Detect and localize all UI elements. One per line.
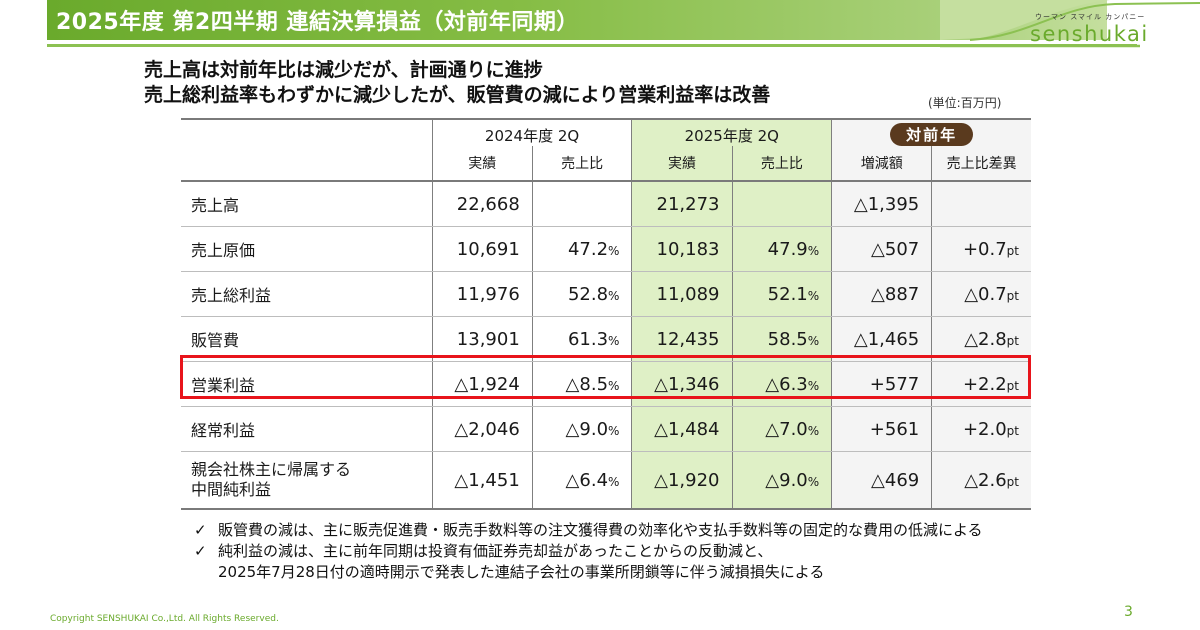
group-2025: 2025年度 2Q <box>631 118 832 146</box>
company-logo: senshukai <box>1030 22 1149 46</box>
row-label: 販管費 <box>181 316 433 362</box>
note-item: ✓ 販管費の減は、主に販売促進費・販売手数料等の注文獲得費の効率化や支払手数料等… <box>194 521 983 539</box>
row-label: 親会社株主に帰属する 中間純利益 <box>181 451 433 510</box>
table-row: 販管費 13,901 61.3% 12,435 58.5% △1,465 △2.… <box>181 316 1031 362</box>
notes: ✓ 販管費の減は、主に販売促進費・販売手数料等の注文獲得費の効率化や支払手数料等… <box>194 520 983 583</box>
row-label: 売上原価 <box>181 226 433 272</box>
col-2024-ratio: 売上比 <box>531 146 632 182</box>
income-statement-table: 2024年度 2Q 2025年度 2Q 対前年 実績 売上比 実績 売上比 増減… <box>181 118 1031 510</box>
col-diff: 増減額 <box>831 146 932 182</box>
col-2024-actual: 実績 <box>431 146 533 182</box>
checkmark-icon: ✓ <box>194 542 207 560</box>
table-row: 売上原価 10,691 47.2% 10,183 47.9% △507 +0.7… <box>181 226 1031 272</box>
page-title: 2025年度 第2四半期 連結決算損益（対前年同期） <box>56 10 579 35</box>
note-item: ✓ 純利益の減は、主に前年同期は投資有価証券売却益があったことからの反動減と、 2… <box>194 542 825 581</box>
group-2024: 2024年度 2Q <box>431 118 632 146</box>
unit-label: (単位:百万円) <box>928 96 1002 110</box>
headline-2: 売上総利益率もわずかに減少したが、販管費の減により営業利益率は改善 <box>144 84 771 106</box>
table-row: 売上総利益 11,976 52.8% 11,089 52.1% △887 △0.… <box>181 271 1031 317</box>
column-header-row: 実績 売上比 実績 売上比 増減額 売上比差異 <box>181 146 1031 182</box>
page-number: 3 <box>1124 604 1133 620</box>
col-2025-ratio: 売上比 <box>731 146 832 182</box>
group-yoy: 対前年 <box>831 118 1031 146</box>
logo-swoosh-icon <box>940 0 1200 48</box>
col-2025-actual: 実績 <box>631 146 733 182</box>
copyright: Copyright SENSHUKAI Co.,Ltd. All Rights … <box>50 614 279 624</box>
checkmark-icon: ✓ <box>194 521 207 539</box>
yoy-badge: 対前年 <box>890 123 974 146</box>
table-row: 経常利益 △2,046 △9.0% △1,484 △7.0% +561 +2.0… <box>181 406 1031 452</box>
row-label: 売上高 <box>181 181 433 227</box>
row-label: 経常利益 <box>181 406 433 452</box>
title-bar <box>47 0 1107 40</box>
title-divider <box>47 44 1137 47</box>
col-ratio-diff: 売上比差異 <box>931 146 1031 182</box>
row-label: 売上総利益 <box>181 271 433 317</box>
row-label: 営業利益 <box>181 361 433 407</box>
table-row-operating-profit: 営業利益 △1,924 △8.5% △1,346 △6.3% +577 +2.2… <box>181 361 1031 407</box>
table-row: 売上高 22,668 21,273 △1,395 <box>181 181 1031 227</box>
group-header-row: 2024年度 2Q 2025年度 2Q 対前年 <box>181 118 1031 146</box>
logo-tagline: ウーマン スマイル カンパニー <box>1035 13 1146 21</box>
table-row: 親会社株主に帰属する 中間純利益 △1,451 △6.4% △1,920 △9.0… <box>181 451 1031 510</box>
headline-1: 売上高は対前年比は減少だが、計画通りに進捗 <box>144 59 543 81</box>
